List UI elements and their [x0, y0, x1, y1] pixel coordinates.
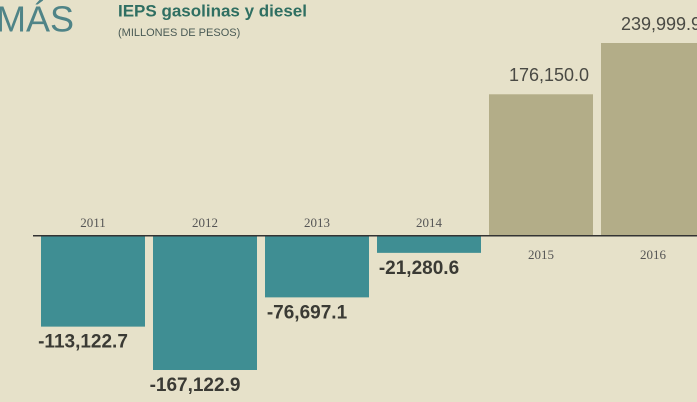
chart-title: IEPS gasolinas y diesel [118, 1, 307, 20]
bar [153, 235, 257, 370]
value-label: -76,697.1 [267, 302, 348, 323]
x-tick-label: 2013 [304, 215, 330, 230]
value-label: -167,122.9 [150, 375, 241, 396]
chart-subtitle: (MILLONES DE PESOS) [118, 27, 240, 39]
bar [489, 94, 593, 236]
x-tick-label: 2012 [192, 215, 218, 230]
value-label: -21,280.6 [379, 258, 459, 279]
x-tick-label: 2014 [416, 215, 443, 230]
value-label: 176,150.0 [509, 65, 589, 85]
value-label: 239,999.9 [621, 14, 697, 34]
kicker: MÁS [0, 0, 74, 40]
x-tick-label: 2016 [640, 247, 667, 262]
value-label: -113,122.7 [38, 332, 128, 353]
bar [265, 235, 369, 298]
bar [601, 43, 697, 236]
x-tick-label: 2011 [80, 215, 106, 230]
x-tick-label: 2015 [528, 247, 554, 262]
bar [41, 235, 145, 327]
bar [377, 235, 481, 253]
